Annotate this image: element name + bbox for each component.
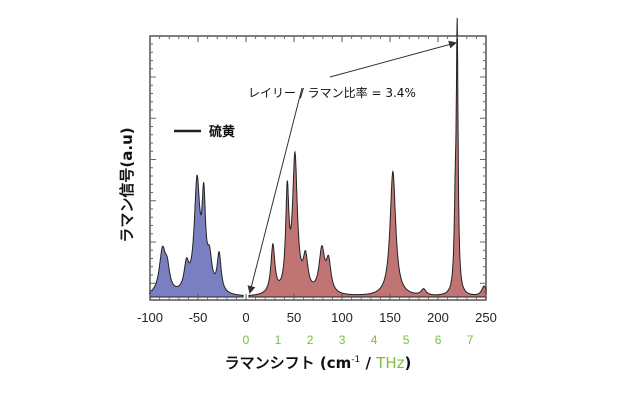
annotation: レイリー / ラマン比率 = 3.4%	[247, 40, 457, 294]
thz-tick-label: 2	[307, 333, 314, 347]
x-axis-title-sep: /	[360, 354, 376, 372]
x-tick-label: 250	[475, 310, 497, 325]
thz-tick-label: 7	[467, 333, 474, 347]
thz-tick-labels: 0 1 2 3 4 5 6 7	[243, 333, 474, 347]
thz-tick-label: 5	[403, 333, 410, 347]
anti-stokes-spectrum	[149, 174, 244, 298]
plot-area	[149, 17, 487, 301]
annotation-arrow-to-rayleigh	[247, 87, 303, 294]
x-tick-labels: -100 -50 0 50 100 150 200 250	[137, 310, 497, 325]
major-ticks	[149, 36, 487, 300]
x-tick-label: -50	[189, 310, 208, 325]
thz-tick-label: 3	[339, 333, 346, 347]
x-axis-title-close: )	[405, 354, 412, 372]
y-axis-title: ラマン信号(a.u)	[118, 127, 136, 242]
x-axis-title-main: ラマンシフト (cm	[225, 354, 352, 372]
x-tick-label: 0	[242, 310, 249, 325]
annotation-text: レイリー / ラマン比率 = 3.4%	[248, 85, 416, 100]
minor-ticks	[150, 36, 486, 301]
thz-tick-label: 0	[243, 333, 250, 347]
x-axis-title: ラマンシフト (cm-1 / THz)	[225, 354, 412, 372]
x-axis-title-thz: THz	[375, 354, 404, 372]
legend-label: 硫黄	[209, 124, 235, 140]
x-tick-label: -100	[137, 310, 163, 325]
x-axis-title-sup: -1	[351, 355, 360, 365]
thz-tick-label: 1	[275, 333, 282, 347]
x-tick-label: 100	[331, 310, 353, 325]
legend: 硫黄	[174, 124, 235, 140]
thz-tick-label: 6	[435, 333, 442, 347]
x-tick-label: 200	[427, 310, 449, 325]
stokes-spectrum	[248, 17, 487, 298]
spectrum-areas	[149, 17, 487, 298]
annotation-arrow-to-peak	[329, 40, 457, 78]
x-tick-label: 150	[379, 310, 401, 325]
thz-tick-label: 4	[371, 333, 378, 347]
x-tick-label: 50	[287, 310, 301, 325]
